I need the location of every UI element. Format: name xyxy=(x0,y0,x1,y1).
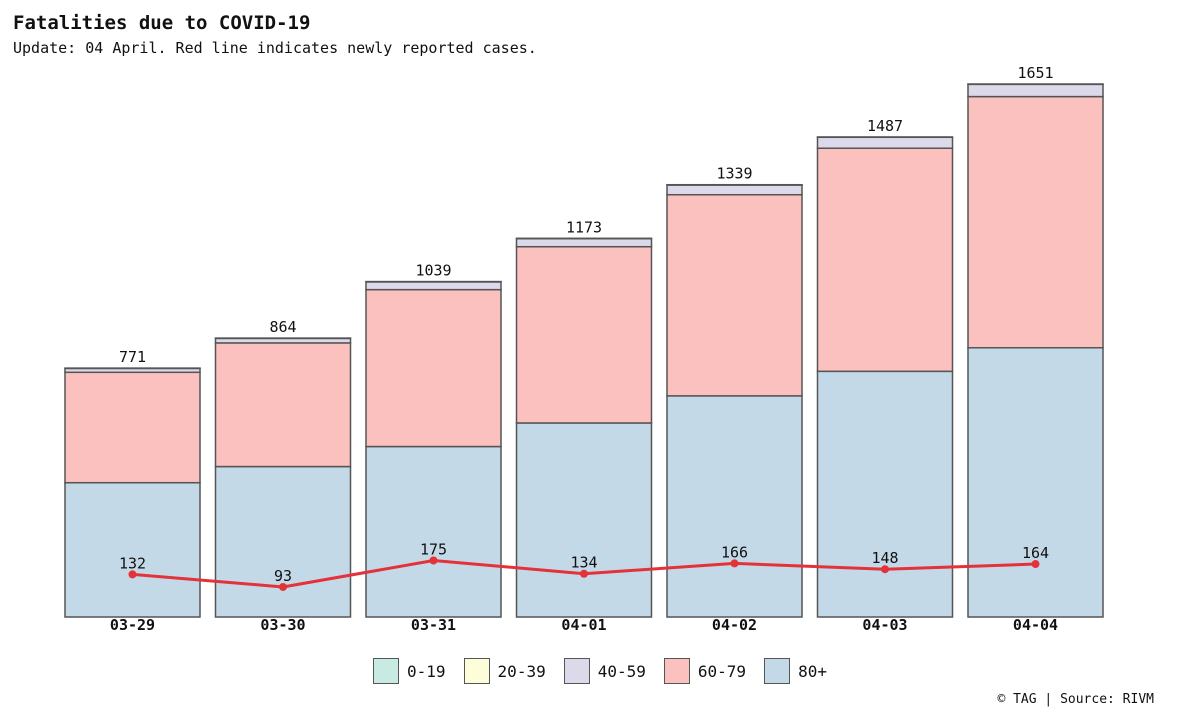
new-cases-label-03-29: 132 xyxy=(119,554,146,572)
new-cases-point-03-29 xyxy=(128,570,137,579)
new-cases-label-03-31: 175 xyxy=(420,541,447,559)
legend-label-0-19: 0-19 xyxy=(407,661,446,681)
legend: 0-19 20-39 40-59 60-79 80+ xyxy=(0,658,1200,684)
legend-swatch-0-19 xyxy=(373,658,400,684)
bar-segment-40-59-04-03 xyxy=(816,136,954,149)
legend-item-40-59: 40-59 xyxy=(563,658,646,684)
new-cases-label-04-02: 166 xyxy=(721,543,748,561)
x-tick-label-03-29: 03-29 xyxy=(110,616,155,634)
bar-segment-40-59-04-02 xyxy=(666,184,803,196)
new-cases-label-04-01: 134 xyxy=(570,554,597,572)
x-tick-label-04-03: 04-03 xyxy=(862,616,907,634)
bar-segment-60-79-03-30 xyxy=(214,342,352,468)
bar-segment-80plus-04-04 xyxy=(967,347,1104,618)
legend-label-40-59: 40-59 xyxy=(597,661,646,681)
bar-segment-40-59-04-01 xyxy=(515,237,653,248)
bar-segment-80plus-04-03 xyxy=(816,370,954,618)
legend-swatch-20-39 xyxy=(463,658,490,684)
x-tick-label-03-31: 03-31 xyxy=(411,616,456,634)
x-tick-label-04-04: 04-04 xyxy=(1013,616,1058,634)
chart-subtitle: Update: 04 April. Red line indicates new… xyxy=(13,39,537,57)
new-cases-label-04-04: 164 xyxy=(1022,544,1049,562)
bar-segment-80plus-04-02 xyxy=(666,395,803,618)
legend-swatch-40-59 xyxy=(563,658,590,684)
new-cases-point-03-31 xyxy=(429,556,438,565)
bar-segment-60-79-03-29 xyxy=(64,371,201,484)
legend-item-20-39: 20-39 xyxy=(463,658,546,684)
chart-title: Fatalities due to COVID-19 xyxy=(13,12,311,34)
x-tick-label-03-30: 03-30 xyxy=(260,616,305,634)
x-tick-label-04-02: 04-02 xyxy=(712,616,757,634)
new-cases-point-04-02 xyxy=(730,559,739,568)
bar-segment-80plus-03-31 xyxy=(365,445,502,618)
legend-label-80-plus: 80+ xyxy=(798,661,827,681)
bar-segment-80plus-03-30 xyxy=(214,465,352,618)
new-cases-point-03-30 xyxy=(279,582,287,591)
bar-segment-80plus-03-29 xyxy=(64,481,201,618)
legend-swatch-60-79 xyxy=(663,658,690,684)
bar-segment-60-79-04-03 xyxy=(816,147,954,373)
legend-item-60-79: 60-79 xyxy=(663,658,747,684)
x-tick-label-04-01: 04-01 xyxy=(561,616,606,634)
bar-segment-60-79-04-02 xyxy=(666,193,803,397)
legend-label-60-79: 60-79 xyxy=(697,661,747,681)
legend-item-80-plus: 80+ xyxy=(764,658,827,684)
bar-total-label-03-29: 771 xyxy=(119,348,146,366)
new-cases-point-04-01 xyxy=(580,569,588,578)
bar-total-label-03-30: 864 xyxy=(269,318,296,336)
new-cases-point-04-04 xyxy=(1031,560,1040,569)
bar-segment-40-59-03-31 xyxy=(365,281,502,291)
bar-segment-60-79-04-04 xyxy=(967,95,1104,349)
bar-total-label-04-03: 1487 xyxy=(867,117,903,135)
bar-total-label-04-02: 1339 xyxy=(716,165,752,183)
legend-item-0-19: 0-19 xyxy=(373,658,446,684)
new-cases-point-04-03 xyxy=(881,565,889,574)
source-footer: © TAG | Source: RIVM xyxy=(997,692,1154,707)
bar-total-label-04-04: 1651 xyxy=(1017,64,1053,82)
new-cases-label-03-30: 93 xyxy=(274,567,292,585)
bar-total-label-04-01: 1173 xyxy=(566,218,602,236)
new-cases-label-04-03: 148 xyxy=(871,549,898,567)
bar-segment-60-79-04-01 xyxy=(515,245,653,424)
bar-segment-80plus-04-01 xyxy=(515,422,653,618)
legend-label-20-39: 20-39 xyxy=(497,661,546,681)
bar-segment-40-59-04-04 xyxy=(967,83,1104,98)
bar-total-label-03-31: 1039 xyxy=(415,262,451,280)
bar-segment-60-79-03-31 xyxy=(365,288,502,448)
legend-swatch-80-plus xyxy=(764,658,791,684)
